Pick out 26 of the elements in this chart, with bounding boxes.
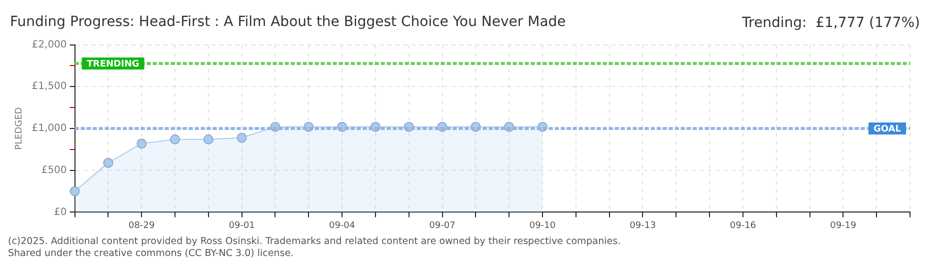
chart-title: Funding Progress: Head-First : A Film About the Biggest Choice You Never Made (10, 14, 566, 30)
x-tick-label: 09-13 (630, 220, 656, 231)
x-tick-label: 09-16 (730, 220, 756, 231)
text: Trending: £1,777 (177%) (741, 15, 920, 31)
x-tick-label: 09-01 (228, 220, 255, 231)
ref-line-label: TRENDING (86, 59, 140, 70)
y-tick-label: £0 (54, 206, 67, 218)
point (236, 132, 247, 143)
x-tick-label: 09-19 (830, 220, 857, 231)
point (70, 186, 80, 196)
x-tick-label: 09-10 (529, 220, 556, 231)
text: (c)2025. Additional content provided by Ross Osinski. Trademarks and related content are owned by their respective companies. (8, 236, 621, 247)
ref-line-label: GOAL (874, 124, 902, 134)
y-axis-title: PLEDGED (14, 107, 25, 150)
y-tick-label: £1,500 (32, 81, 67, 92)
y-tick-label: £2,000 (32, 39, 67, 50)
y-tick-label: £1,000 (32, 123, 67, 134)
x-tick-label: 08-29 (128, 220, 155, 231)
point (136, 138, 147, 149)
point (103, 158, 114, 168)
y-tick-label: £500 (41, 164, 67, 176)
text: Shared under the creative commons (CC BY-NC 3.0) license. (8, 248, 294, 259)
x-tick-label: 09-04 (328, 220, 356, 231)
point (170, 134, 180, 144)
point (203, 134, 214, 144)
x-tick-label: 09-07 (429, 220, 456, 231)
